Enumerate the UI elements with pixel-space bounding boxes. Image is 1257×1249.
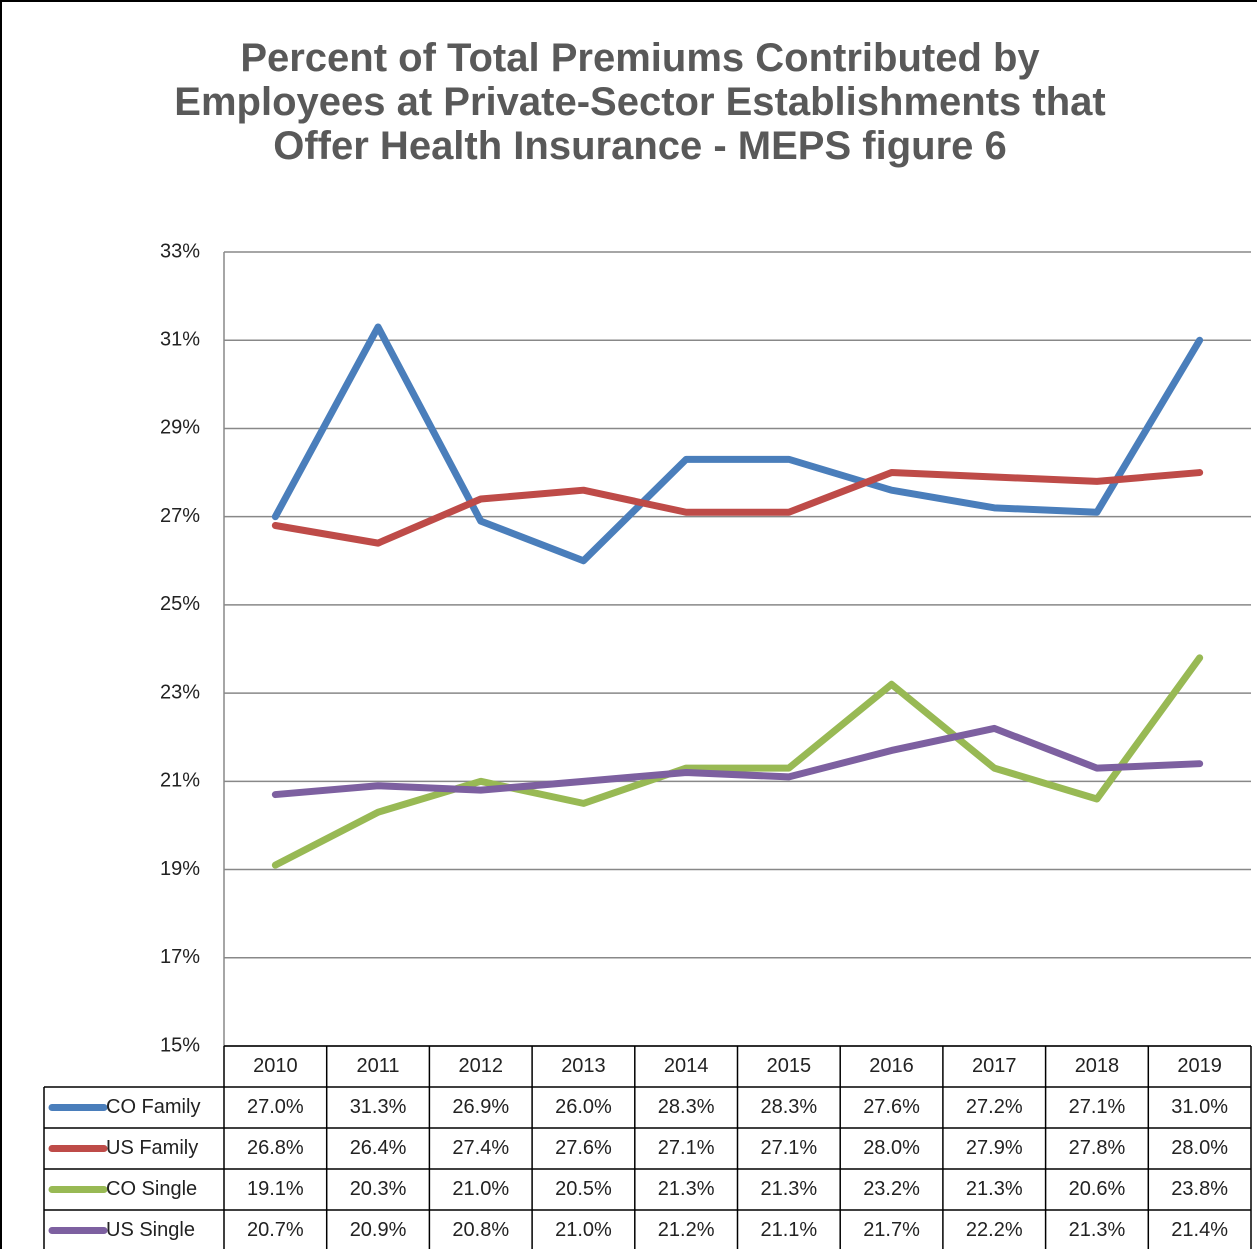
table-cell: 21.3% (966, 1178, 1023, 1200)
table-cell: 22.2% (966, 1219, 1023, 1241)
y-tick-label: 19% (160, 858, 200, 880)
series-line (271, 323, 1204, 565)
x-tick-label: 2010 (253, 1055, 298, 1077)
table-cell: 26.9% (452, 1096, 509, 1118)
table-cell: 27.6% (555, 1137, 612, 1159)
table-cell: 27.1% (658, 1137, 715, 1159)
table-cell: 20.7% (247, 1219, 304, 1241)
legend-label: US Single (106, 1219, 195, 1241)
table-cell: 27.6% (863, 1096, 920, 1118)
table-cell: 31.3% (350, 1096, 407, 1118)
x-tick-label: 2011 (357, 1055, 400, 1077)
chart-title: Percent of Total Premiums Contributed by… (174, 36, 1106, 168)
table-cell: 21.3% (760, 1178, 817, 1200)
y-tick-label: 29% (160, 417, 200, 439)
table-cell: 21.0% (452, 1178, 509, 1200)
x-tick-label: 2012 (459, 1055, 504, 1077)
table-cell: 20.5% (555, 1178, 612, 1200)
table-cell: 28.0% (1171, 1137, 1228, 1159)
y-tick-label: 17% (160, 946, 200, 968)
y-tick-label: 27% (160, 505, 200, 527)
table-cell: 21.3% (658, 1178, 715, 1200)
table-cell: 27.1% (760, 1137, 817, 1159)
x-tick-label: 2014 (664, 1055, 709, 1077)
y-tick-label: 31% (160, 329, 200, 351)
table-cell: 28.3% (658, 1096, 715, 1118)
table-cell: 21.7% (863, 1219, 920, 1241)
table-cell: 20.6% (1069, 1178, 1126, 1200)
series-line (271, 654, 1204, 869)
table-cell: 20.9% (350, 1219, 407, 1241)
table-cell: 26.8% (247, 1137, 304, 1159)
table-cell: 27.8% (1069, 1137, 1126, 1159)
legend-label: US Family (106, 1137, 198, 1159)
x-tick-label: 2013 (561, 1055, 606, 1077)
series-line (271, 724, 1204, 799)
table-cell: 19.1% (247, 1178, 304, 1200)
x-tick-label: 2019 (1177, 1055, 1222, 1077)
x-tick-label: 2015 (767, 1055, 812, 1077)
table-cell: 23.2% (863, 1178, 920, 1200)
table-cell: 20.8% (452, 1219, 509, 1241)
table-cell: 23.8% (1171, 1178, 1228, 1200)
table-cell: 31.0% (1171, 1096, 1228, 1118)
y-tick-label: 21% (160, 770, 200, 792)
y-tick-label: 25% (160, 593, 200, 615)
table-cell: 26.4% (350, 1137, 407, 1159)
table-cell: 27.2% (966, 1096, 1023, 1118)
table-cell: 27.9% (966, 1137, 1023, 1159)
table-cell: 21.3% (1069, 1219, 1126, 1241)
table-cell: 27.1% (1069, 1096, 1126, 1118)
x-tick-label: 2016 (869, 1055, 914, 1077)
x-tick-label: 2018 (1075, 1055, 1120, 1077)
table-cell: 21.0% (555, 1219, 612, 1241)
legend-label: CO Family (106, 1096, 200, 1118)
table-cell: 20.3% (350, 1178, 407, 1200)
legend-label: CO Single (106, 1178, 197, 1200)
table-cell: 21.1% (760, 1219, 817, 1241)
table-cell: 27.0% (247, 1096, 304, 1118)
y-tick-label: 23% (160, 681, 200, 703)
table-cell: 21.4% (1171, 1219, 1228, 1241)
y-tick-label: 15% (160, 1034, 200, 1056)
table-cell: 21.2% (658, 1219, 715, 1241)
series-line (271, 469, 1204, 547)
table-cell: 26.0% (555, 1096, 612, 1118)
y-tick-label: 33% (160, 240, 200, 262)
table-cell: 28.3% (760, 1096, 817, 1118)
table-cell: 27.4% (452, 1137, 509, 1159)
x-tick-label: 2017 (972, 1055, 1017, 1077)
table-cell: 28.0% (863, 1137, 920, 1159)
